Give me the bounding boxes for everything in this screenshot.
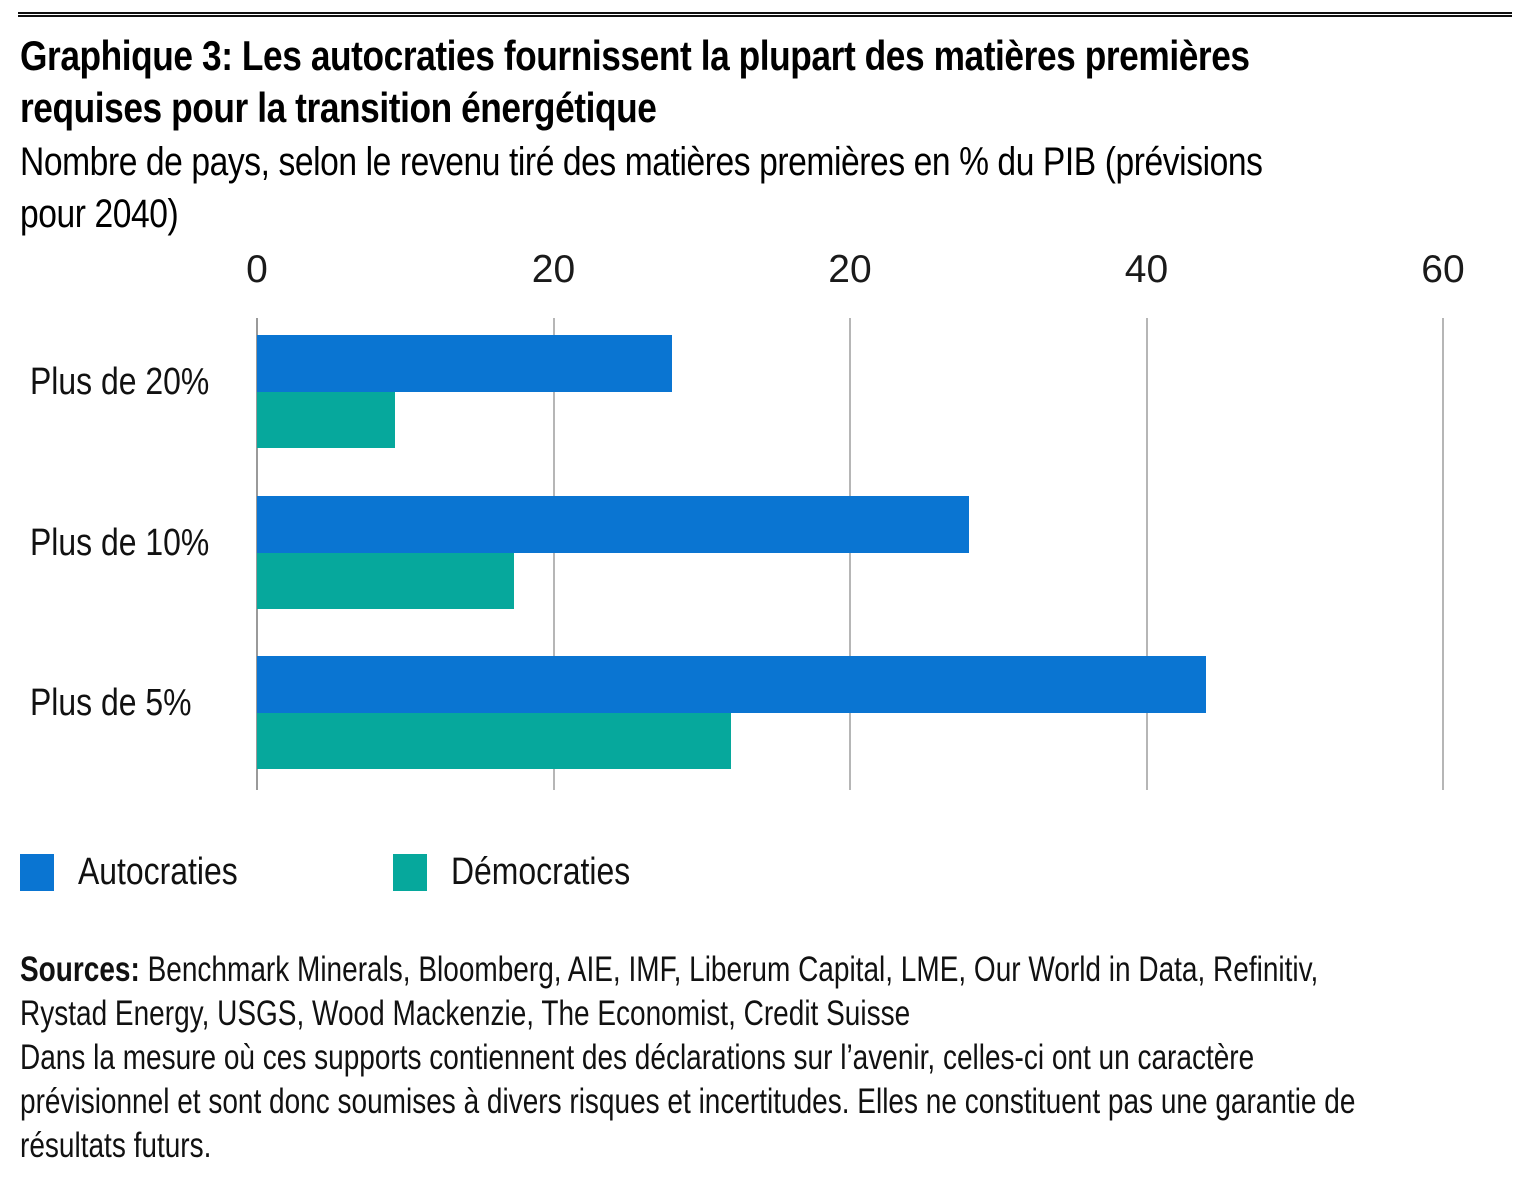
bar-autocraties [257, 656, 1206, 713]
category-label-text: Plus de 10% [30, 522, 210, 564]
category-label: Plus de 20% [30, 326, 260, 439]
democraties-color-swatch [393, 853, 427, 891]
bar-democraties [257, 713, 731, 769]
legend-label-democraties: Démocraties [451, 850, 631, 893]
bar-chart: 0 20 20 40 60 Plus de 20% Plus de 10% Plus de 5… [0, 240, 1531, 852]
bar-democraties [257, 553, 514, 609]
gridline [1145, 318, 1148, 790]
legend-item-autocraties: Autocraties [20, 851, 268, 893]
chart-subtitle-line1: Nombre de pays, selon le revenu tiré des… [20, 140, 1263, 184]
category-label-text: Plus de 20% [30, 361, 210, 403]
x-axis-tick-label: 40 [1124, 248, 1169, 291]
x-axis-tick-label: 60 [1421, 248, 1465, 291]
top-rule-divider [18, 12, 1512, 17]
bar-democraties [257, 392, 395, 448]
category-label: Plus de 10% [30, 487, 260, 600]
chart-title: Graphique 3: Les autocraties fournissent… [20, 30, 1484, 134]
x-axis-tick-label: 20 [531, 248, 576, 291]
sources-text-line1: Benchmark Minerals, Bloomberg, AIE, IMF,… [147, 950, 1319, 989]
category-label: Plus de 5% [30, 647, 260, 760]
chart-title-line1: Graphique 3: Les autocraties fournissent… [20, 32, 1250, 79]
autocraties-color-swatch [20, 853, 54, 891]
legend-item-democraties: Démocraties [393, 851, 664, 893]
disclaimer-line3: résultats futurs. [20, 1126, 212, 1165]
chart-legend: Autocraties Démocraties [0, 851, 1531, 893]
sources-text-line2: Rystad Energy, USGS, Wood Mackenzie, The… [20, 994, 911, 1033]
chart-title-line2: requises pour la transition énergétique [20, 84, 657, 131]
x-axis-tick-label: 0 [246, 248, 268, 291]
gridline [1442, 318, 1444, 790]
gridline [849, 318, 851, 790]
footer-notes: Sources: Benchmark Minerals, Bloomberg, … [20, 948, 1531, 1168]
disclaimer-line2: prévisionnel et sont donc soumises à div… [20, 1082, 1356, 1121]
disclaimer-line1: Dans la mesure où ces supports contienne… [20, 1038, 1255, 1077]
legend-label-autocraties: Autocraties [78, 850, 238, 893]
gridline [552, 318, 555, 790]
sources-label: Sources: [20, 950, 140, 989]
category-label-text: Plus de 5% [30, 682, 192, 724]
sources-line1: Sources: Benchmark Minerals, Bloomberg, … [20, 948, 1318, 992]
chart-subtitle: Nombre de pays, selon le revenu tiré des… [20, 136, 1499, 240]
bar-autocraties [257, 496, 969, 553]
chart-subtitle-line2: pour 2040) [20, 192, 179, 236]
x-axis-tick-label: 20 [828, 248, 872, 291]
bar-autocraties [257, 335, 672, 392]
